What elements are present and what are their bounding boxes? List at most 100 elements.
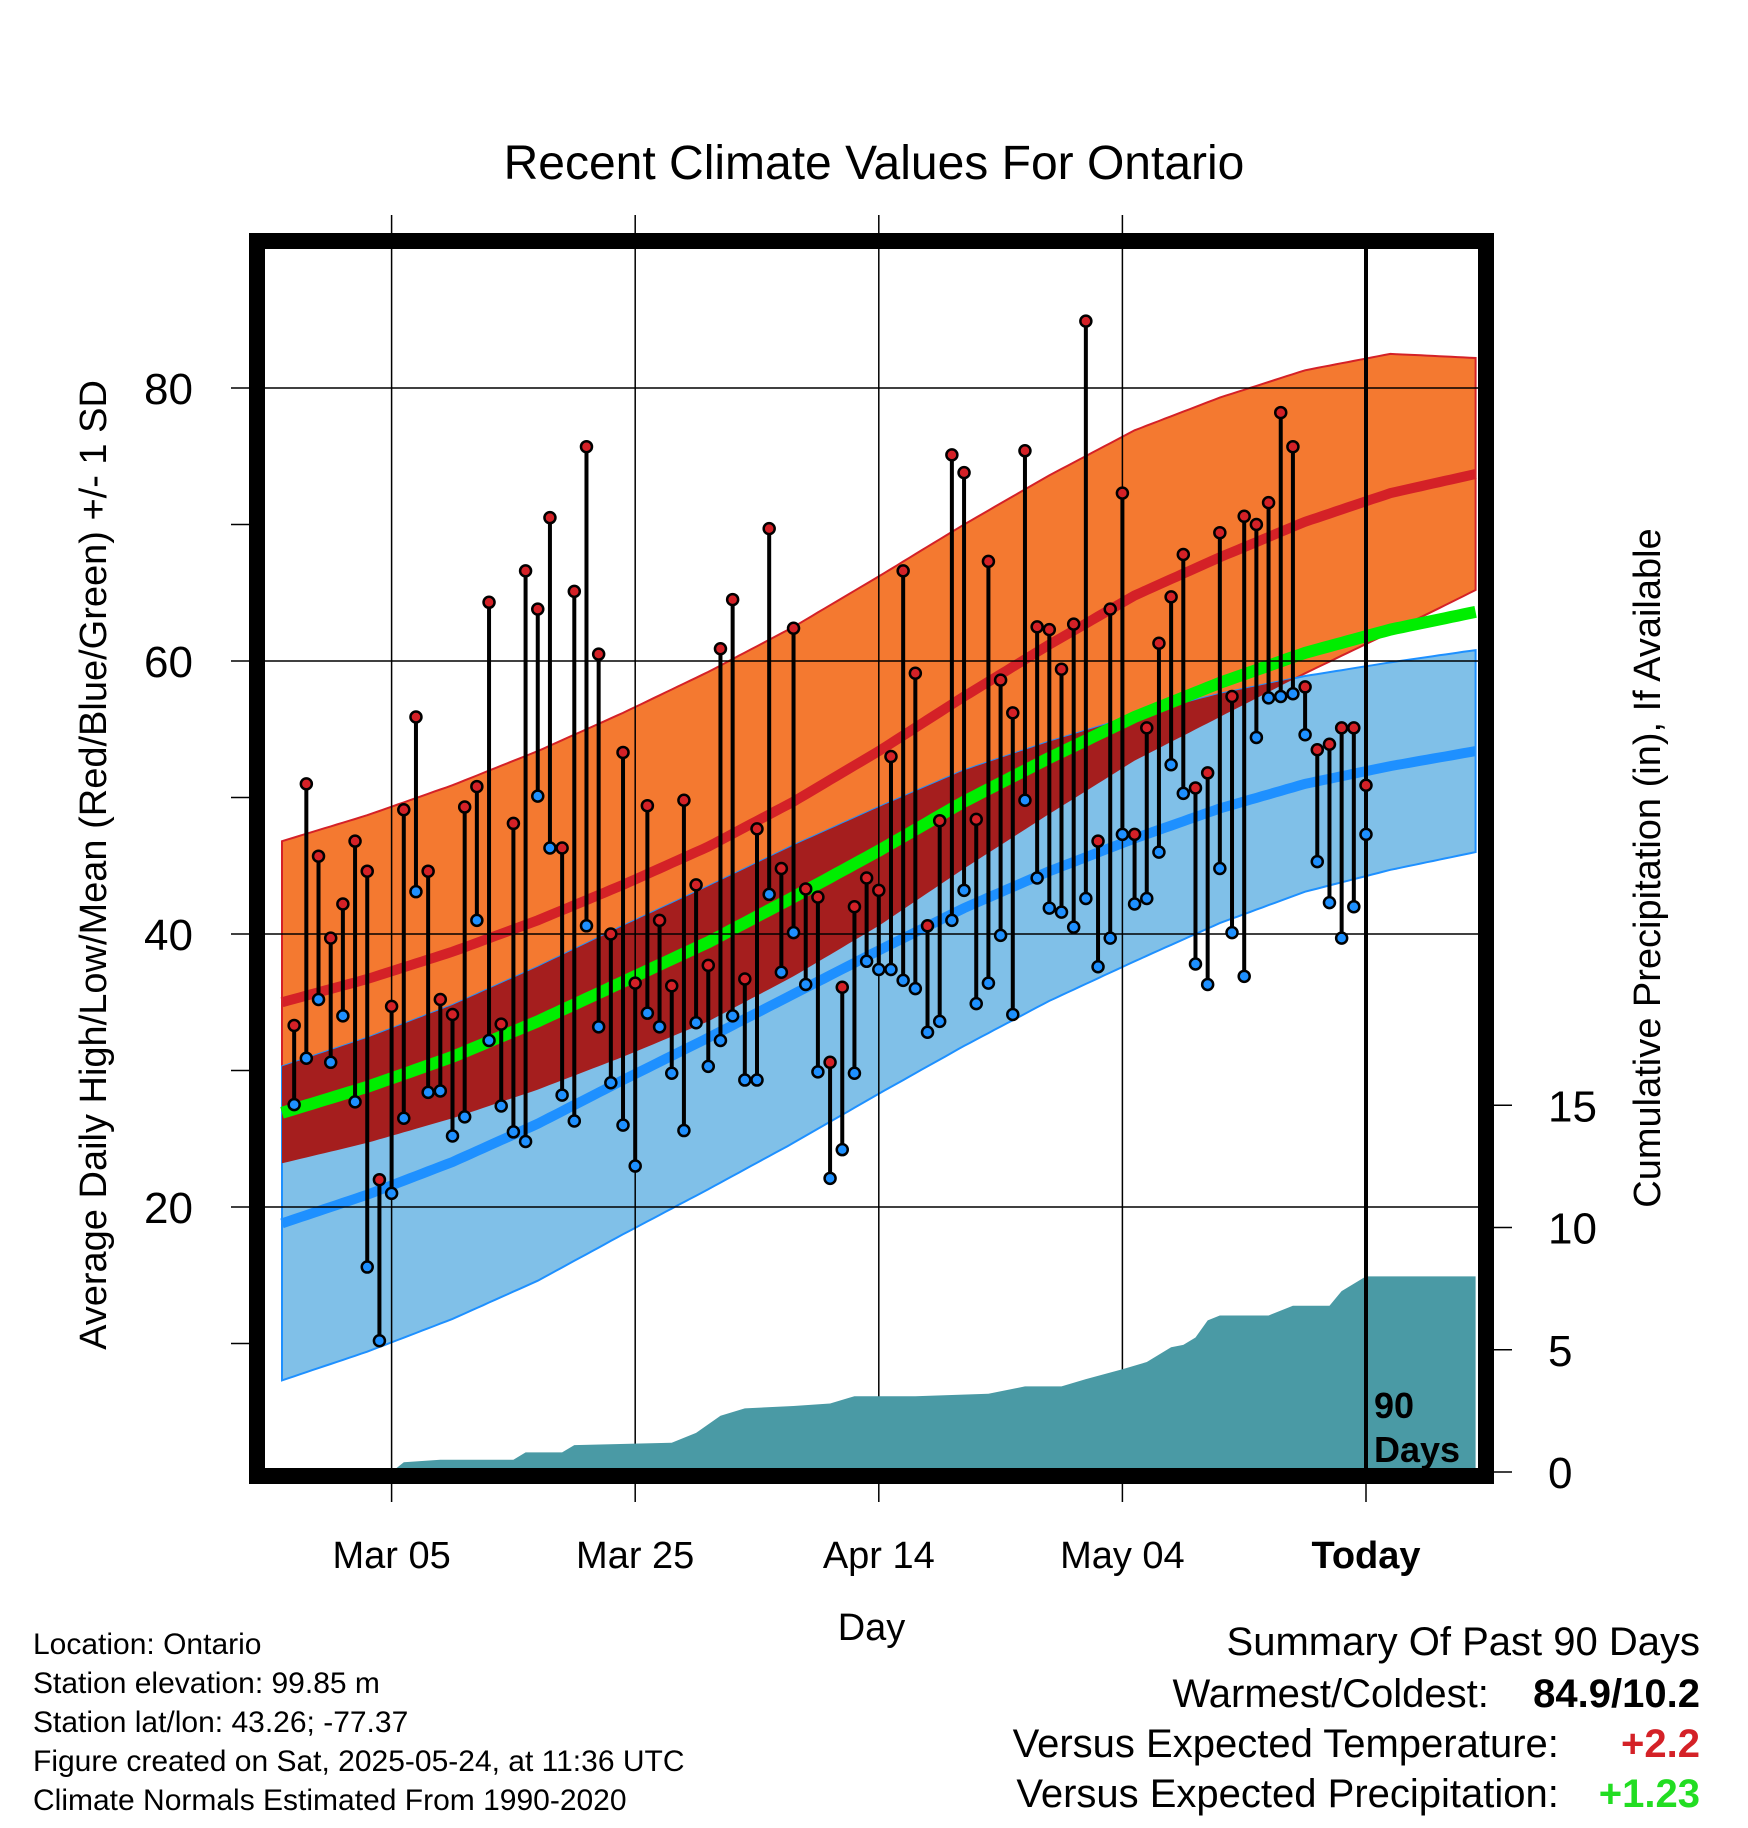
plot-border: [249, 233, 1494, 1484]
daily-low-point: [409, 884, 423, 899]
daily-high-point: [798, 882, 813, 896]
daily-high-point: [713, 641, 728, 656]
daily-low-point: [299, 1051, 314, 1065]
daily-low-point: [1127, 897, 1142, 911]
daily-low-point: [969, 996, 983, 1011]
daily-high-point: [908, 666, 923, 681]
daily-high-point: [664, 979, 679, 993]
summary-heading: Summary Of Past 90 Days: [1226, 1620, 1700, 1664]
daily-low-point: [725, 1009, 740, 1023]
daily-low-point: [506, 1125, 521, 1139]
daily-high-point: [531, 602, 545, 616]
y-tick-label: 40: [144, 911, 193, 960]
daily-high-point: [591, 647, 606, 661]
daily-high-point: [932, 813, 947, 828]
temp-vs-expected-value: +2.2: [1621, 1722, 1700, 1766]
x-tick-label: Mar 25: [576, 1535, 694, 1577]
daily-low-point: [652, 1020, 667, 1034]
daily-high-point: [445, 1007, 460, 1022]
daily-low-point: [470, 913, 484, 928]
chart-title: Recent Climate Values For Ontario: [503, 137, 1245, 190]
daily-low-point: [1310, 854, 1325, 869]
daily-low-point: [872, 962, 886, 977]
daily-high-point: [677, 793, 691, 807]
daily-low-point: [433, 1084, 448, 1098]
daily-high-point: [1347, 721, 1361, 735]
daily-high-point: [299, 777, 314, 791]
daily-high-point: [579, 439, 594, 454]
warm-cold-value: 84.9/10.2: [1533, 1672, 1700, 1716]
y2-tick-label: 0: [1548, 1449, 1572, 1498]
daily-low-point: [1359, 827, 1373, 842]
daily-low-point: [494, 1099, 508, 1113]
x-axis-label: Day: [838, 1607, 906, 1649]
daily-high-point: [1286, 439, 1300, 454]
daily-low-point: [1213, 861, 1227, 876]
daily-high-point: [823, 1055, 837, 1070]
daily-low-point: [750, 1073, 764, 1087]
temp-vs-expected-label: Versus Expected Temperature:: [1012, 1722, 1559, 1766]
daily-high-point: [1225, 689, 1239, 704]
daily-low-point: [1261, 691, 1276, 705]
daily-high-point: [604, 927, 618, 941]
daily-low-point: [445, 1129, 460, 1143]
daily-high-point: [786, 621, 801, 635]
daily-low-point: [908, 981, 923, 996]
daily-low-point: [1200, 977, 1215, 992]
y2-tick-label: 10: [1548, 1205, 1597, 1254]
daily-low-point: [920, 1025, 935, 1040]
period-marker-unit: Days: [1374, 1429, 1460, 1470]
daily-high-point: [1006, 706, 1020, 720]
y-axis-label: Average Daily High/Low/Mean (Red/Blue/Gr…: [73, 380, 115, 1350]
daily-low-point: [1298, 727, 1312, 742]
daily-points: [287, 314, 1373, 1348]
elevation-text: Station elevation: 99.85 m: [33, 1667, 380, 1700]
daily-low-point: [835, 1142, 850, 1157]
daily-low-point: [677, 1123, 691, 1138]
x-tick-label: Today: [1311, 1535, 1420, 1577]
daily-low-point: [543, 841, 557, 855]
daily-low-point: [1347, 899, 1361, 914]
daily-high-point: [725, 592, 740, 607]
daily-low-point: [981, 976, 996, 990]
daily-low-point: [786, 925, 801, 940]
daily-low-point: [531, 789, 545, 803]
daily-low-point: [1273, 689, 1288, 704]
daily-high-point: [1261, 495, 1276, 510]
daily-high-point: [1054, 662, 1069, 676]
axis-labels: Mar 05 Mar 25 Apr 14 May 04 Today 20 40 60 80 0 5 1…: [73, 365, 1669, 1649]
daily-high-point: [920, 919, 935, 933]
daily-high-point: [384, 999, 399, 1014]
daily-high-point: [652, 913, 667, 928]
daily-low-point: [1115, 827, 1130, 842]
daily-high-point: [957, 465, 971, 480]
daily-high-point: [348, 834, 362, 848]
daily-high-point: [762, 521, 776, 536]
y2-tick-label: 15: [1548, 1082, 1597, 1131]
normal-bands: [261, 245, 1482, 1472]
daily-low-point: [323, 1055, 338, 1070]
summary-precip-row: Versus Expected Precipitation: +1.23: [1016, 1772, 1700, 1817]
daily-low-point: [1188, 957, 1203, 971]
daily-low-point: [1066, 920, 1081, 934]
daily-low-point: [859, 954, 874, 969]
daily-high-point: [884, 749, 898, 764]
daily-low-point: [1164, 757, 1178, 772]
daily-low-point: [1237, 969, 1251, 984]
precipitation-fill: [282, 1276, 1476, 1472]
daily-low-point: [896, 973, 910, 988]
daily-low-point: [823, 1171, 837, 1186]
daily-high-point: [1322, 737, 1337, 752]
daily-high-point: [1273, 405, 1288, 420]
daily-low-point: [1042, 901, 1057, 915]
daily-low-point: [798, 977, 813, 992]
daily-low-point: [774, 965, 789, 979]
daily-high-point: [1103, 602, 1117, 616]
daily-high-point: [640, 798, 655, 813]
daily-low-point: [616, 1118, 630, 1132]
y-tick-label: 80: [144, 365, 193, 414]
daily-high-point: [1213, 525, 1227, 540]
x-tick-label: May 04: [1060, 1535, 1185, 1577]
daily-low-point: [811, 1065, 825, 1079]
daily-low-point: [360, 1260, 374, 1274]
